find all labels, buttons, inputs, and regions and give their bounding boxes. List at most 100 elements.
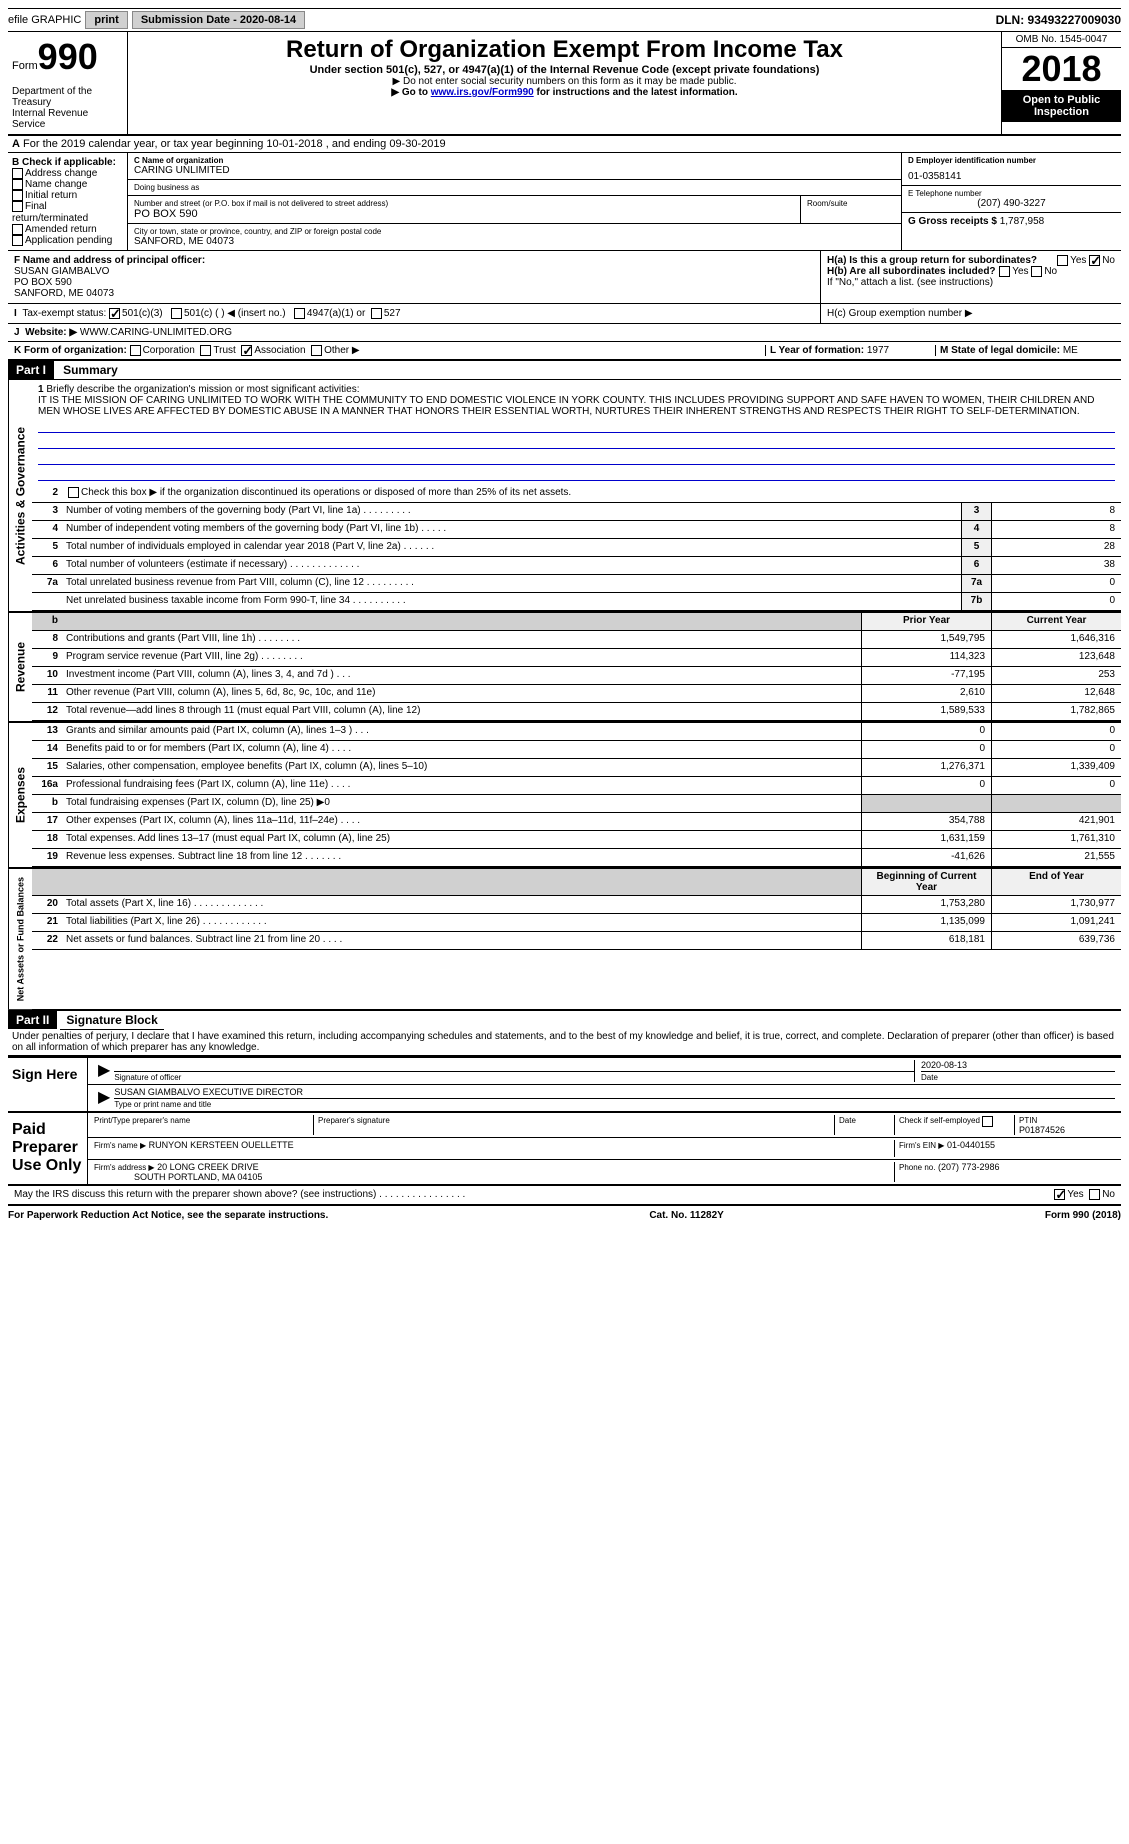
tab-governance: Activities & Governance <box>8 380 32 611</box>
tab-revenue: Revenue <box>8 613 32 721</box>
print-button[interactable]: print <box>85 11 127 29</box>
q12: Total revenue—add lines 8 through 11 (mu… <box>62 703 861 720</box>
q14: Benefits paid to or for members (Part IX… <box>62 741 861 758</box>
check-initial[interactable]: Initial return <box>12 190 123 201</box>
note-link: ▶ Go to www.irs.gov/Form990 for instruct… <box>136 87 993 98</box>
q20: Total assets (Part X, line 16) . . . . .… <box>62 896 861 913</box>
q16a-c: 0 <box>991 777 1121 794</box>
check-501c3[interactable] <box>109 308 120 319</box>
check-4947[interactable] <box>294 308 305 319</box>
check-corp[interactable] <box>130 345 141 356</box>
f-label: F Name and address of principal officer: <box>14 255 814 266</box>
q19-p: -41,626 <box>861 849 991 866</box>
q7a: Total unrelated business revenue from Pa… <box>62 575 961 592</box>
hb-note: If "No," attach a list. (see instruction… <box>827 277 1115 288</box>
q19-c: 21,555 <box>991 849 1121 866</box>
q6: Total number of volunteers (estimate if … <box>62 557 961 574</box>
gross-value: 1,787,958 <box>1000 216 1045 227</box>
ein-value: 01-0358141 <box>908 165 1115 182</box>
check-final[interactable]: Final return/terminated <box>12 201 123 223</box>
q18-p: 1,631,159 <box>861 831 991 848</box>
hc-row: H(c) Group exemption number ▶ <box>821 304 1121 323</box>
line-a: A For the 2019 calendar year, or tax yea… <box>8 136 1121 153</box>
q5: Total number of individuals employed in … <box>62 539 961 556</box>
sig-date: 2020-08-13 <box>921 1060 1115 1072</box>
q6-val: 38 <box>991 557 1121 574</box>
q9-p: 114,323 <box>861 649 991 666</box>
room-label: Room/suite <box>807 199 895 208</box>
q3-val: 8 <box>991 503 1121 520</box>
check-501c[interactable] <box>171 308 182 319</box>
q10: Investment income (Part VIII, column (A)… <box>62 667 861 684</box>
q10-c: 253 <box>991 667 1121 684</box>
check-name[interactable]: Name change <box>12 179 123 190</box>
form-header: Form990 Department of the Treasury Inter… <box>8 32 1121 136</box>
hb-row: H(b) Are all subordinates included?Yes N… <box>827 266 1115 277</box>
tab-netassets: Net Assets or Fund Balances <box>8 869 32 1009</box>
sig-name: SUSAN GIAMBALVO EXECUTIVE DIRECTOR <box>114 1087 1115 1099</box>
submission-button[interactable]: Submission Date - 2020-08-14 <box>132 11 305 29</box>
gross-label: G Gross receipts $ <box>908 216 997 227</box>
note-ssn: ▶ Do not enter social security numbers o… <box>136 76 993 87</box>
f-addr2: SANFORD, ME 04073 <box>14 288 814 299</box>
row-klm: K Form of organization: Corporation Trus… <box>8 342 1121 361</box>
check-assoc[interactable] <box>241 345 252 356</box>
discuss-yes[interactable] <box>1054 1189 1065 1200</box>
q3: Number of voting members of the governin… <box>62 503 961 520</box>
q12-p: 1,589,533 <box>861 703 991 720</box>
phone-label: E Telephone number <box>908 189 1115 198</box>
q8: Contributions and grants (Part VIII, lin… <box>62 631 861 648</box>
check-527[interactable] <box>371 308 382 319</box>
discuss-no[interactable] <box>1089 1189 1100 1200</box>
form-title: Return of Organization Exempt From Incom… <box>136 36 993 64</box>
dba-label: Doing business as <box>134 183 895 192</box>
check-amended[interactable]: Amended return <box>12 224 123 235</box>
q13-c: 0 <box>991 723 1121 740</box>
q5-val: 28 <box>991 539 1121 556</box>
q21-c: 1,091,241 <box>991 914 1121 931</box>
check-addr[interactable]: Address change <box>12 168 123 179</box>
q14-p: 0 <box>861 741 991 758</box>
q8-p: 1,549,795 <box>861 631 991 648</box>
q2: Check this box ▶ if the organization dis… <box>62 485 1121 502</box>
q17: Other expenses (Part IX, column (A), lin… <box>62 813 861 830</box>
row-fh: F Name and address of principal officer:… <box>8 251 1121 304</box>
check-self-employed[interactable]: Check if self-employed <box>899 1116 995 1125</box>
q16a: Professional fundraising fees (Part IX, … <box>62 777 861 794</box>
sig-officer-label: Signature of officer <box>114 1073 181 1082</box>
current-year-header: Current Year <box>991 613 1121 630</box>
f-name: SUSAN GIAMBALVO <box>14 266 814 277</box>
discuss-row: May the IRS discuss this return with the… <box>8 1186 1121 1205</box>
q21: Total liabilities (Part X, line 26) . . … <box>62 914 861 931</box>
q15: Salaries, other compensation, employee b… <box>62 759 861 776</box>
year-formation: 1977 <box>867 345 889 356</box>
topbar: efile GRAPHIC print Submission Date - 20… <box>8 8 1121 32</box>
firm-city: SOUTH PORTLAND, MA 04105 <box>134 1172 262 1182</box>
q7b-val: 0 <box>991 593 1121 610</box>
q22-p: 618,181 <box>861 932 991 949</box>
inspection-label: Open to Public Inspection <box>1002 90 1121 122</box>
part2-header: Part II Signature Block <box>8 1011 1121 1029</box>
sig-name-label: Type or print name and title <box>114 1100 211 1109</box>
firm-name: RUNYON KERSTEEN OUELLETTE <box>149 1140 294 1150</box>
ein-label: D Employer identification number <box>908 156 1115 165</box>
check-trust[interactable] <box>200 345 211 356</box>
org-name-label: C Name of organization <box>134 156 895 165</box>
firm-addr: 20 LONG CREEK DRIVE <box>157 1162 259 1172</box>
q20-c: 1,730,977 <box>991 896 1121 913</box>
sig-date-label: Date <box>921 1073 938 1082</box>
q18-c: 1,761,310 <box>991 831 1121 848</box>
q22-c: 639,736 <box>991 932 1121 949</box>
mission-text: IT IS THE MISSION OF CARING UNLIMITED TO… <box>38 395 1094 417</box>
irs-link[interactable]: www.irs.gov/Form990 <box>431 87 534 98</box>
tax-year: 2018 <box>1002 48 1121 90</box>
row-i: I Tax-exempt status: 501(c)(3) 501(c) ( … <box>8 304 1121 324</box>
addr-value: PO BOX 590 <box>134 208 794 220</box>
paid-preparer-section: Paid Preparer Use Only Print/Type prepar… <box>8 1113 1121 1186</box>
section-netassets: Net Assets or Fund Balances Beginning of… <box>8 869 1121 1011</box>
check-pending[interactable]: Application pending <box>12 235 123 246</box>
check-other[interactable] <box>311 345 322 356</box>
q17-c: 421,901 <box>991 813 1121 830</box>
q13-p: 0 <box>861 723 991 740</box>
website-value: WWW.CARING-UNLIMITED.ORG <box>80 327 232 338</box>
